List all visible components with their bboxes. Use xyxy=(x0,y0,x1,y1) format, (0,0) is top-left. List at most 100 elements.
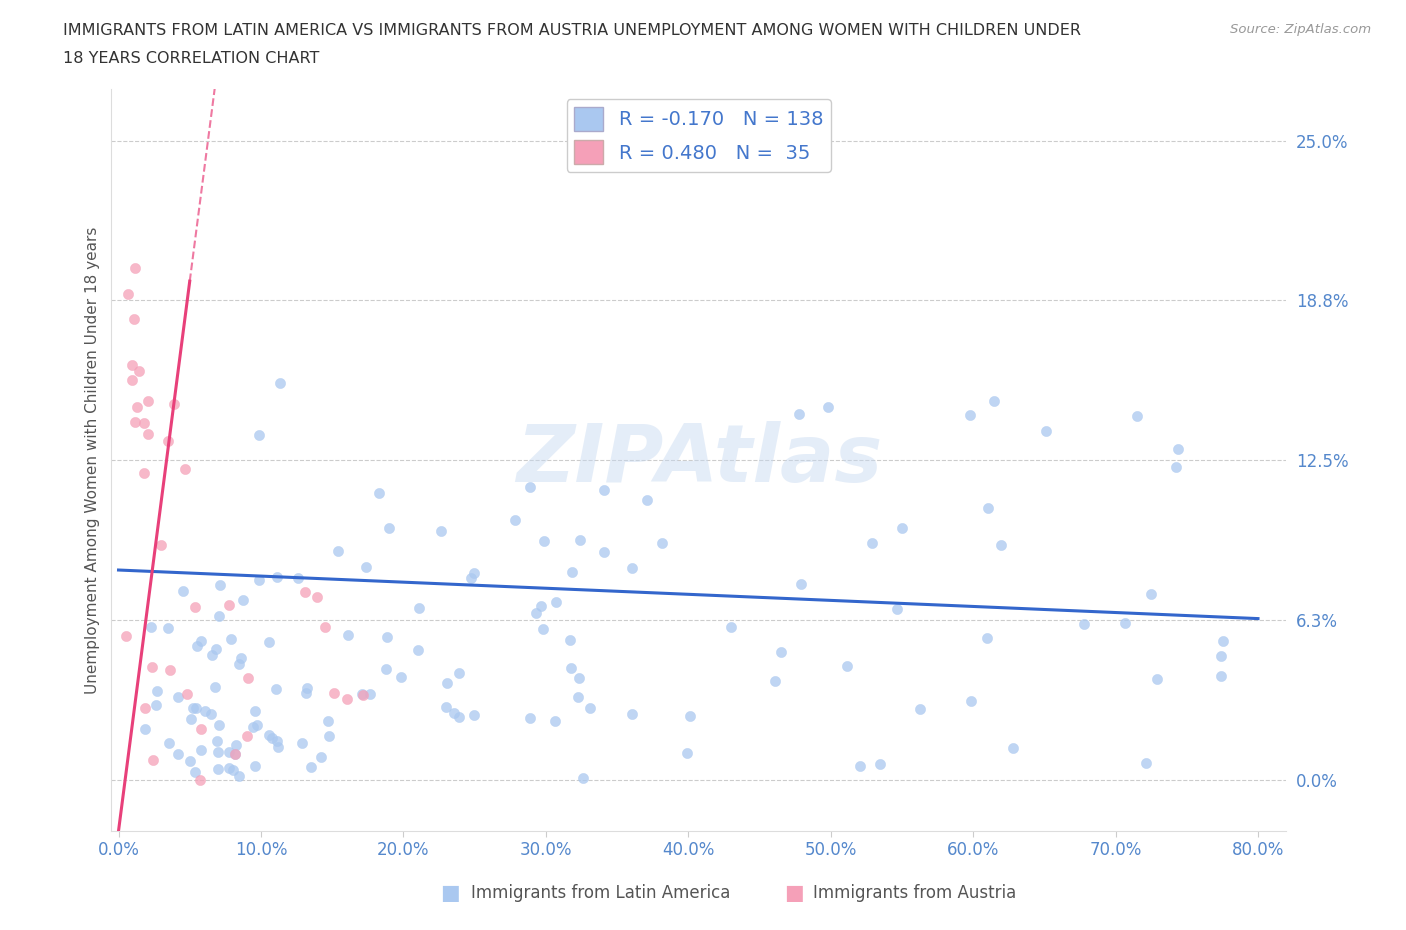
Point xyxy=(208,717,231,732)
Point xyxy=(886,602,908,617)
Text: ■: ■ xyxy=(440,883,460,903)
Point xyxy=(389,670,412,684)
Point xyxy=(236,729,259,744)
Point xyxy=(224,746,246,761)
Point xyxy=(434,699,457,714)
Point xyxy=(179,753,201,768)
Point xyxy=(136,393,159,408)
Point xyxy=(176,687,198,702)
Point xyxy=(291,736,314,751)
Point xyxy=(1114,616,1136,631)
Point xyxy=(146,684,169,698)
Point xyxy=(200,706,222,721)
Point xyxy=(869,757,891,772)
Point xyxy=(145,698,167,712)
Point xyxy=(561,565,583,579)
Point xyxy=(568,671,591,685)
Point xyxy=(209,578,232,592)
Point xyxy=(190,742,212,757)
Point xyxy=(567,689,589,704)
Point xyxy=(326,543,349,558)
Point xyxy=(350,687,373,702)
Point xyxy=(359,686,381,701)
Point xyxy=(157,433,180,448)
Point xyxy=(789,577,811,591)
Point xyxy=(163,396,186,411)
Point xyxy=(636,492,658,507)
Point xyxy=(207,762,229,777)
Point xyxy=(769,644,792,659)
Point xyxy=(375,630,398,644)
Point xyxy=(375,661,398,676)
Point xyxy=(204,680,226,695)
Point xyxy=(1035,423,1057,438)
Point xyxy=(247,427,270,442)
Point xyxy=(1209,648,1232,663)
Point xyxy=(139,619,162,634)
Point xyxy=(190,722,212,737)
Point xyxy=(720,619,742,634)
Point xyxy=(228,657,250,671)
Point xyxy=(266,569,288,584)
Point xyxy=(568,533,591,548)
Point xyxy=(1135,755,1157,770)
Point xyxy=(908,701,931,716)
Point xyxy=(224,747,246,762)
Text: IMMIGRANTS FROM LATIN AMERICA VS IMMIGRANTS FROM AUSTRIA UNEMPLOYMENT AMONG WOME: IMMIGRANTS FROM LATIN AMERICA VS IMMIGRA… xyxy=(63,23,1081,38)
Point xyxy=(1209,668,1232,683)
Point xyxy=(378,521,401,536)
Point xyxy=(141,659,163,674)
Point xyxy=(578,701,600,716)
Point xyxy=(787,406,810,421)
Point xyxy=(519,711,541,725)
Text: Immigrants from Austria: Immigrants from Austria xyxy=(813,884,1017,902)
Point xyxy=(218,745,240,760)
Point xyxy=(125,400,148,415)
Point xyxy=(1146,671,1168,686)
Point xyxy=(260,730,283,745)
Point xyxy=(460,570,482,585)
Point xyxy=(121,372,143,387)
Point xyxy=(225,737,247,752)
Point xyxy=(447,666,470,681)
Point xyxy=(201,647,224,662)
Point xyxy=(449,710,471,724)
Point xyxy=(208,608,231,623)
Point xyxy=(976,501,998,516)
Point xyxy=(142,752,165,767)
Point xyxy=(336,692,359,707)
Point xyxy=(1212,633,1234,648)
Point xyxy=(299,760,322,775)
Point xyxy=(959,693,981,708)
Point xyxy=(436,676,458,691)
Point xyxy=(406,643,429,658)
Text: ■: ■ xyxy=(785,883,804,903)
Point xyxy=(318,728,340,743)
Point xyxy=(352,687,374,702)
Point xyxy=(860,536,883,551)
Point xyxy=(219,631,242,646)
Point xyxy=(264,682,287,697)
Point xyxy=(134,415,156,430)
Point xyxy=(519,480,541,495)
Point xyxy=(194,704,217,719)
Point xyxy=(205,642,228,657)
Point xyxy=(167,746,190,761)
Point xyxy=(1166,459,1188,474)
Point xyxy=(242,720,264,735)
Point xyxy=(572,770,595,785)
Point xyxy=(560,660,582,675)
Point xyxy=(463,565,485,580)
Y-axis label: Unemployment Among Women with Children Under 18 years: Unemployment Among Women with Children U… xyxy=(86,226,100,694)
Point xyxy=(1002,740,1025,755)
Point xyxy=(314,620,336,635)
Point xyxy=(238,671,260,685)
Point xyxy=(180,712,202,727)
Point xyxy=(544,713,567,728)
Point xyxy=(134,722,156,737)
Point xyxy=(188,772,211,787)
Point xyxy=(463,708,485,723)
Point xyxy=(679,709,702,724)
Point xyxy=(128,364,150,379)
Point xyxy=(765,673,787,688)
